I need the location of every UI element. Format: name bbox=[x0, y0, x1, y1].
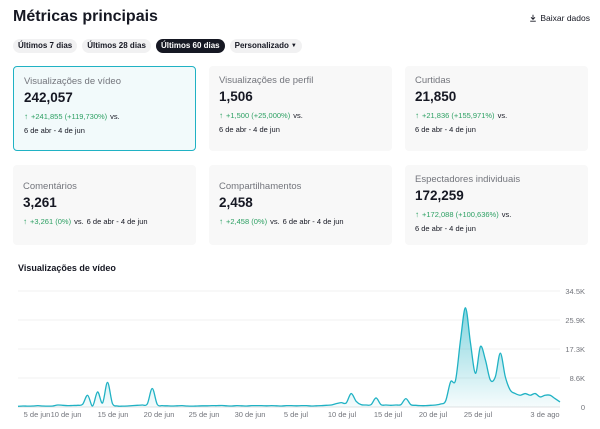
delta-vs: vs. bbox=[497, 111, 508, 120]
card-delta: ↑ +1,500 (+25,000%) vs. bbox=[219, 111, 382, 120]
delta-value: +21,836 (+155,971%) bbox=[422, 111, 495, 120]
y-tick-label: 17.3K bbox=[565, 345, 585, 354]
card-label: Curtidas bbox=[415, 75, 451, 86]
chart-title: Visualizações de vídeo bbox=[18, 263, 116, 273]
arrow-up-icon: ↑ bbox=[23, 217, 27, 226]
x-tick-label: 5 de jun bbox=[24, 410, 51, 419]
download-data-button[interactable]: Baixar dados bbox=[529, 13, 590, 23]
metric-card-video-views[interactable]: Visualizações de vídeo 242,057 ↑ +241,855… bbox=[13, 66, 196, 151]
caret-down-icon: ▼ bbox=[290, 43, 297, 49]
y-tick-label: 0 bbox=[581, 403, 585, 412]
card-label: Compartilhamentos bbox=[219, 181, 302, 192]
chart-area bbox=[18, 307, 560, 407]
tab-last-7-days[interactable]: Últimos 7 dias bbox=[13, 39, 78, 53]
card-range: 6 de abr - 4 de jun bbox=[219, 125, 280, 134]
arrow-up-icon: ↑ bbox=[415, 111, 419, 120]
delta-value: +2,458 (0%) bbox=[226, 217, 268, 226]
arrow-up-icon: ↑ bbox=[219, 111, 223, 120]
y-tick-label: 8.6K bbox=[570, 374, 585, 383]
tab-label: Últimos 7 dias bbox=[18, 41, 73, 50]
metric-card-profile-views[interactable]: Visualizações de perfil 1,506 ↑ +1,500 (+… bbox=[209, 66, 392, 151]
card-value: 21,850 bbox=[415, 89, 457, 104]
arrow-up-icon: ↑ bbox=[219, 217, 223, 226]
card-value: 1,506 bbox=[219, 89, 253, 104]
card-label: Espectadores individuais bbox=[415, 174, 521, 185]
card-delta: ↑ +3,261 (0%) vs. 6 de abr - 4 de jun bbox=[23, 217, 186, 226]
metric-card-likes[interactable]: Curtidas 21,850 ↑ +21,836 (+155,971%) vs.… bbox=[405, 66, 588, 151]
tab-last-28-days[interactable]: Últimos 28 dias bbox=[82, 39, 151, 53]
x-tick-label: 25 de jul bbox=[464, 410, 493, 419]
card-range: 6 de abr - 4 de jun bbox=[86, 217, 148, 226]
tab-last-60-days[interactable]: Últimos 60 dias bbox=[155, 39, 225, 53]
x-tick-label: 10 de jul bbox=[328, 410, 357, 419]
y-tick-label: 25.9K bbox=[565, 316, 585, 325]
download-label: Baixar dados bbox=[540, 13, 590, 23]
x-tick-label: 30 de jun bbox=[235, 410, 266, 419]
card-delta: ↑ +241,855 (+119,730%) vs. bbox=[24, 112, 185, 121]
date-range-tabs: Últimos 7 dias Últimos 28 dias Últimos 6… bbox=[13, 39, 302, 53]
page-title: Métricas principais bbox=[13, 8, 158, 25]
card-label: Visualizações de vídeo bbox=[24, 76, 121, 87]
tab-label: Últimos 28 dias bbox=[87, 41, 146, 50]
card-label: Comentários bbox=[23, 181, 77, 192]
delta-value: +3,261 (0%) bbox=[30, 217, 72, 226]
arrow-up-icon: ↑ bbox=[24, 112, 28, 121]
delta-vs: vs. bbox=[270, 217, 280, 226]
arrow-up-icon: ↑ bbox=[415, 210, 419, 219]
x-tick-label: 10 de jun bbox=[51, 410, 82, 419]
card-value: 3,261 bbox=[23, 195, 57, 210]
card-range: 6 de abr - 4 de jun bbox=[24, 126, 85, 135]
metric-card-comments[interactable]: Comentários 3,261 ↑ +3,261 (0%) vs. 6 de … bbox=[13, 165, 196, 245]
card-range: 6 de abr - 4 de jun bbox=[282, 217, 344, 226]
delta-vs: vs. bbox=[110, 112, 120, 121]
y-tick-label: 34.5K bbox=[565, 287, 585, 296]
card-label: Visualizações de perfil bbox=[219, 75, 314, 86]
tab-custom[interactable]: Personalizado ▼ bbox=[229, 39, 302, 53]
x-tick-label: 5 de jul bbox=[284, 410, 309, 419]
delta-vs: vs. bbox=[74, 217, 84, 226]
delta-vs: vs. bbox=[501, 210, 512, 219]
x-tick-label: 15 de jul bbox=[374, 410, 403, 419]
x-tick-label: 20 de jun bbox=[144, 410, 175, 419]
card-delta: ↑ +172,088 (+100,636%) vs. bbox=[415, 210, 578, 219]
delta-value: +1,500 (+25,000%) bbox=[226, 111, 291, 120]
header: Métricas principais Baixar dados bbox=[13, 8, 592, 32]
x-tick-label: 20 de jul bbox=[419, 410, 448, 419]
card-value: 242,057 bbox=[24, 90, 73, 105]
delta-value: +241,855 (+119,730%) bbox=[31, 112, 108, 121]
metric-card-unique-viewers[interactable]: Espectadores individuais 172,259 ↑ +172,0… bbox=[405, 165, 588, 245]
chart-svg: 34.5K 25.9K 17.3K 8.6K 0 5 de jun 10 de jun 15… bbox=[17, 287, 585, 419]
video-views-chart[interactable]: 34.5K 25.9K 17.3K 8.6K 0 5 de jun 10 de jun 15… bbox=[0, 280, 600, 429]
card-delta: ↑ +2,458 (0%) vs. 6 de abr - 4 de jun bbox=[219, 217, 382, 226]
card-value: 172,259 bbox=[415, 188, 464, 203]
card-delta: ↑ +21,836 (+155,971%) vs. bbox=[415, 111, 578, 120]
card-range: 6 de abr - 4 de jun bbox=[415, 125, 476, 134]
delta-vs: vs. bbox=[293, 111, 303, 120]
delta-value: +172,088 (+100,636%) bbox=[422, 210, 499, 219]
x-tick-label: 3 de ago bbox=[530, 410, 559, 419]
x-tick-label: 25 de jun bbox=[189, 410, 220, 419]
tab-label: Últimos 60 dias bbox=[160, 41, 220, 50]
metric-card-shares[interactable]: Compartilhamentos 2,458 ↑ +2,458 (0%) vs.… bbox=[209, 165, 392, 245]
card-range: 6 de abr - 4 de jun bbox=[415, 224, 476, 233]
card-value: 2,458 bbox=[219, 195, 253, 210]
tab-label: Personalizado bbox=[234, 41, 289, 50]
download-icon bbox=[530, 14, 537, 22]
x-tick-label: 15 de jun bbox=[98, 410, 129, 419]
chart-line bbox=[17, 307, 561, 407]
